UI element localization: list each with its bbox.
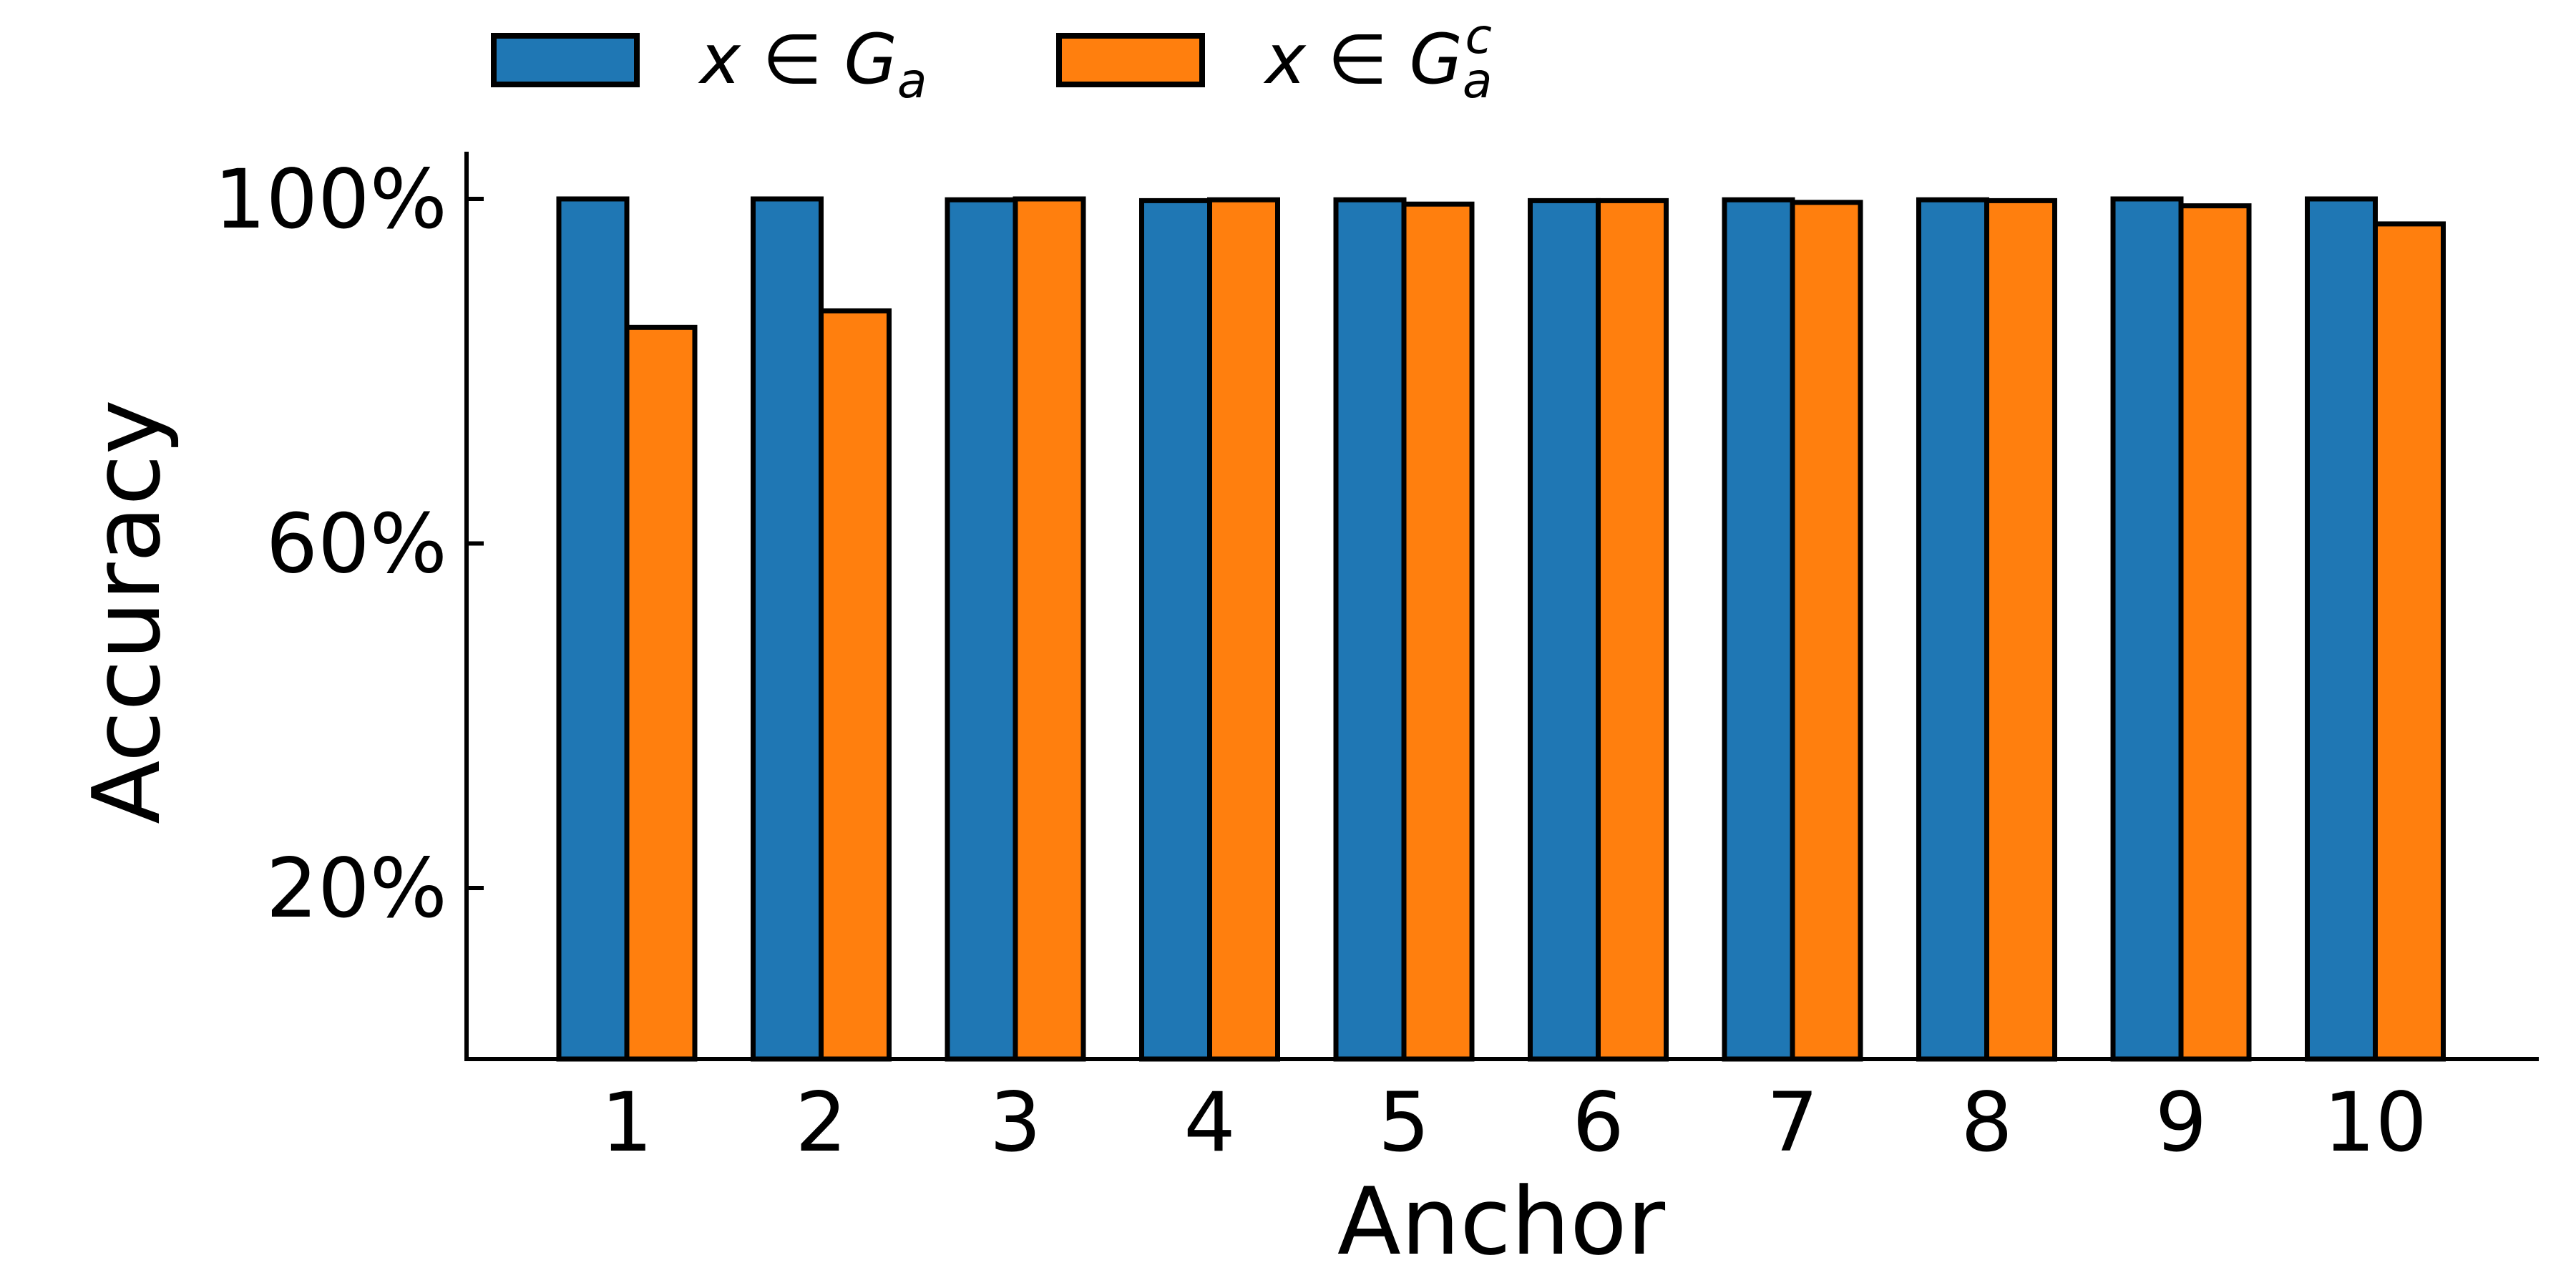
legend-label-series-2: x ∈ Gac: [1263, 9, 1493, 109]
x-tick-label: 5: [1378, 1075, 1430, 1170]
bar-series-2-anchor-4: [1207, 197, 1280, 1062]
legend-swatch-series-1: [491, 33, 640, 87]
x-tick-label: 7: [1767, 1075, 1819, 1170]
bar-series-1-anchor-4: [1139, 197, 1212, 1062]
bar-series-1-anchor-5: [1333, 197, 1407, 1062]
x-ticks-group: 1 2 3 4 5 6 7 8 9 10: [601, 1043, 2427, 1170]
bar-series-1-anchor-10: [2305, 196, 2378, 1062]
bar-series-2-anchor-1: [624, 324, 698, 1062]
y-tick-label: 100%: [214, 152, 447, 247]
bar-series-1-anchor-3: [945, 197, 1018, 1062]
x-tick-label: 10: [2323, 1075, 2427, 1170]
x-tick-label: 1: [601, 1075, 653, 1170]
y-tick-label: 60%: [266, 497, 447, 592]
x-tick-label: 3: [990, 1075, 1042, 1170]
legend-label-series-1-main: x ∈ G: [698, 19, 897, 99]
x-tick-label: 4: [1184, 1075, 1236, 1170]
bars-group: [556, 196, 2446, 1062]
bar-series-2-anchor-8: [1984, 197, 2057, 1062]
bar-series-2-anchor-9: [2178, 203, 2252, 1062]
legend-label-series-1: x ∈ Ga: [698, 19, 927, 109]
x-tick-label: 9: [2155, 1075, 2207, 1170]
bar-series-1-anchor-2: [751, 196, 824, 1062]
bar-series-2-anchor-7: [1790, 200, 1863, 1062]
y-ticks-group: 20% 60% 100%: [214, 152, 484, 936]
bar-series-2-anchor-10: [2373, 221, 2446, 1062]
bar-series-1-anchor-8: [1916, 197, 1989, 1062]
x-axis-title: Anchor: [1337, 1167, 1666, 1276]
legend-swatch-series-2: [1056, 33, 1205, 87]
x-tick-label: 2: [795, 1075, 847, 1170]
bar-series-2-anchor-2: [819, 308, 892, 1062]
y-axis-title: Accuracy: [72, 399, 181, 824]
bar-series-1-anchor-6: [1528, 197, 1601, 1062]
bar-series-2-anchor-3: [1013, 196, 1086, 1062]
bar-series-2-anchor-6: [1596, 197, 1669, 1062]
legend: x ∈ Ga x ∈ Gac: [491, 9, 1493, 109]
bar-series-2-anchor-5: [1401, 201, 1475, 1062]
bar-series-1-anchor-1: [556, 196, 630, 1062]
bar-series-1-anchor-9: [2110, 196, 2184, 1062]
x-tick-label: 6: [1572, 1075, 1624, 1170]
x-tick-label: 8: [1961, 1075, 2013, 1170]
bar-series-1-anchor-7: [1722, 197, 1795, 1062]
y-tick-label: 20%: [266, 841, 447, 936]
